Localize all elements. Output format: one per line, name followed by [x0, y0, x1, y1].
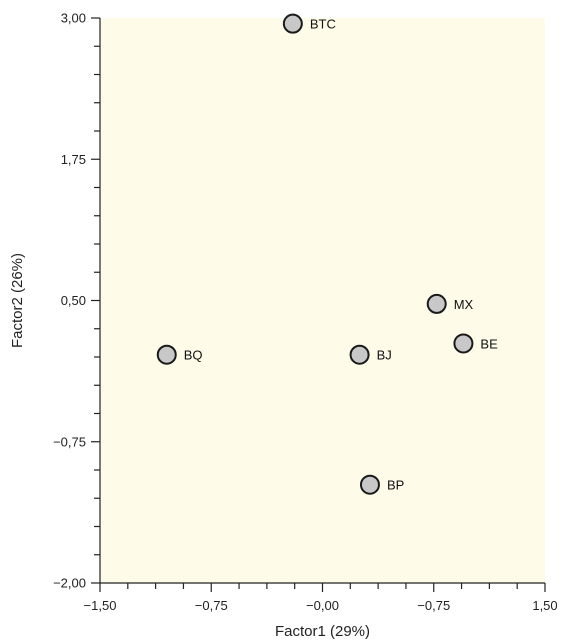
plot-area-background — [100, 18, 545, 583]
data-point-bp — [359, 474, 380, 495]
x-tick-label: −0,00 — [306, 598, 339, 613]
data-point-btc — [282, 13, 303, 34]
y-tick-label: 1,75 — [61, 152, 86, 167]
x-tick-label: −0,75 — [417, 598, 450, 613]
data-point-mx — [426, 293, 447, 314]
point-label-bq: BQ — [184, 348, 203, 363]
y-axis-title: Factor2 (26%) — [9, 253, 26, 348]
data-point-bq — [156, 344, 177, 365]
x-tick-label: −1,50 — [84, 598, 117, 613]
data-point-be — [453, 333, 474, 354]
y-axis: −2,00 −0,75 0,50 1,75 3,00 — [53, 11, 101, 591]
x-axis-title: Factor1 (29%) — [275, 623, 370, 640]
point-label-bp: BP — [387, 478, 404, 493]
data-point-bj — [349, 344, 370, 365]
point-label-btc: BTC — [310, 17, 336, 32]
x-tick-label: 1,50 — [532, 598, 557, 613]
y-tick-label: 3,00 — [61, 11, 86, 26]
y-tick-label: −0,75 — [53, 434, 86, 449]
point-label-be: BE — [480, 336, 498, 351]
y-tick-label: 0,50 — [61, 293, 86, 308]
data-points: BTC MX BE BQ BJ BP — [156, 13, 498, 495]
x-axis: −1,50 −0,75 −0,00 −0,75 1,50 — [84, 582, 558, 613]
x-tick-label: −0,75 — [195, 598, 228, 613]
y-tick-label: −2,00 — [53, 576, 86, 591]
point-label-mx: MX — [454, 297, 474, 312]
point-label-bj: BJ — [377, 348, 392, 363]
